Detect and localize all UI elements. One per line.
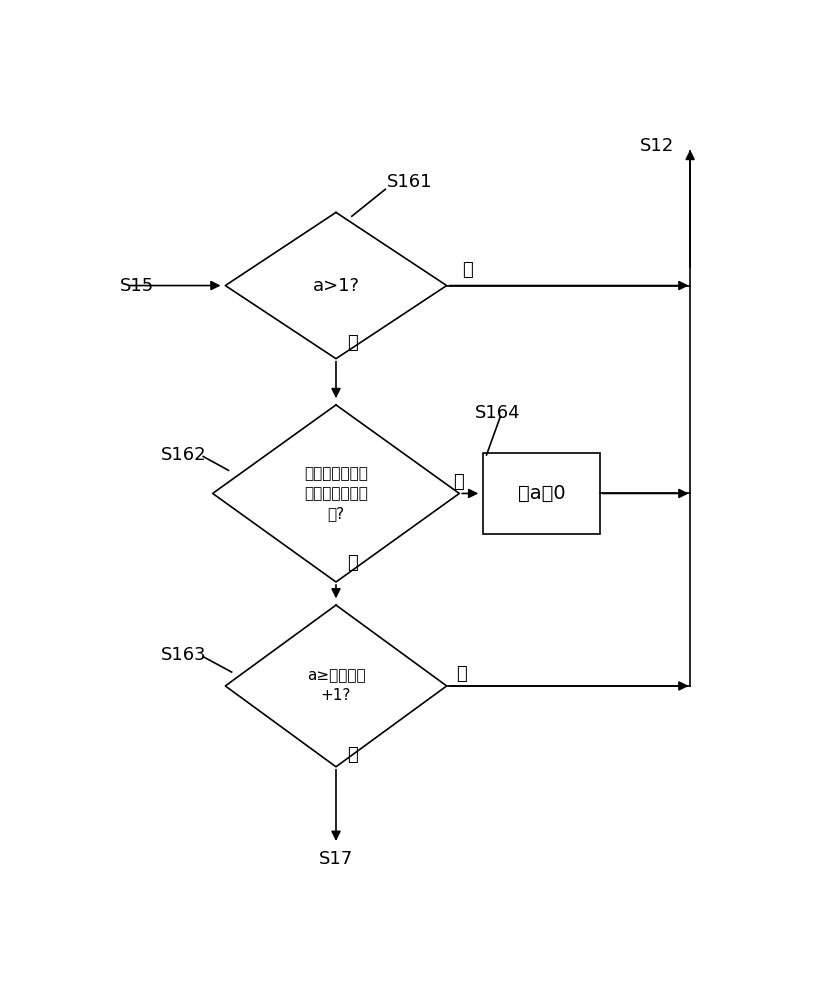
Text: 否: 否 [453, 473, 463, 491]
Text: 否: 否 [463, 261, 473, 279]
Text: a≥预定个数
+1?: a≥预定个数 +1? [307, 669, 366, 703]
Text: 是: 是 [348, 746, 358, 764]
Polygon shape [225, 212, 446, 359]
Text: a>1?: a>1? [313, 277, 360, 295]
Text: S163: S163 [161, 646, 206, 664]
Polygon shape [213, 405, 459, 582]
Text: S161: S161 [387, 173, 432, 191]
Text: S17: S17 [319, 850, 353, 868]
Text: S162: S162 [161, 446, 206, 464]
Text: 当前工件与前一
个工件的条件一
致?: 当前工件与前一 个工件的条件一 致? [304, 466, 368, 521]
Text: 否: 否 [456, 665, 467, 683]
Text: S12: S12 [640, 137, 674, 155]
Text: 是: 是 [348, 554, 358, 572]
Text: 是: 是 [348, 334, 358, 352]
Text: 使a为0: 使a为0 [517, 484, 565, 503]
Text: S15: S15 [120, 277, 154, 295]
Text: S164: S164 [475, 404, 521, 422]
Polygon shape [225, 605, 446, 767]
Bar [483, 453, 600, 534]
